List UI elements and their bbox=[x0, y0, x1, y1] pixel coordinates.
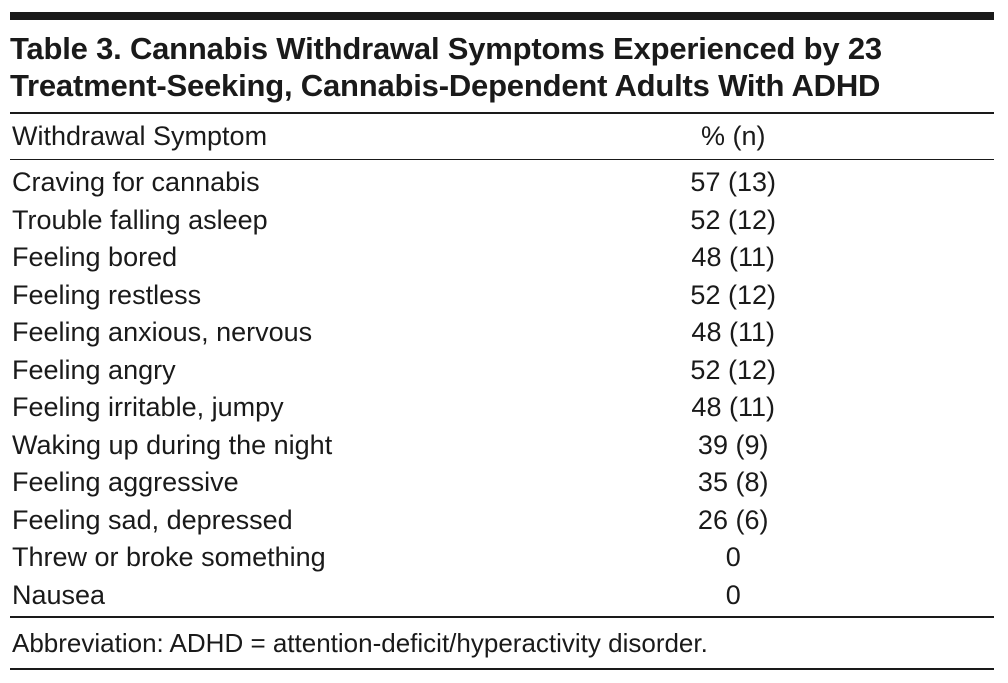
value-text: 0 bbox=[725, 542, 741, 573]
value-cell: 0 bbox=[651, 580, 994, 611]
table-figure: Table 3. Cannabis Withdrawal Symptoms Ex… bbox=[10, 12, 994, 670]
top-rule bbox=[10, 12, 994, 20]
value-cell: 0 bbox=[651, 542, 994, 573]
symptom-cell: Feeling aggressive bbox=[12, 467, 239, 498]
symptom-cell: Craving for cannabis bbox=[12, 167, 260, 198]
value-text: 35 (8) bbox=[697, 467, 769, 498]
title-rule bbox=[10, 112, 994, 114]
symptom-cell: Threw or broke something bbox=[12, 542, 326, 573]
table-row: Trouble falling asleep 52 (12) bbox=[10, 202, 994, 240]
value-text: 26 (6) bbox=[697, 504, 769, 535]
value-cell: 48 (11) bbox=[651, 242, 994, 273]
table-header-row: Withdrawal Symptom % (n) bbox=[10, 114, 994, 159]
symptom-cell: Feeling angry bbox=[12, 354, 176, 385]
value-text: 39 (9) bbox=[697, 429, 769, 460]
table-row: Feeling restless 52 (12) bbox=[10, 277, 994, 315]
table-row: Waking up during the night 39 (9) bbox=[10, 427, 994, 465]
value-cell: 57 (13) bbox=[651, 167, 994, 198]
value-text: 57 (13) bbox=[690, 167, 776, 198]
symptom-cell: Trouble falling asleep bbox=[12, 204, 268, 235]
value-text: 48 (11) bbox=[691, 392, 775, 423]
table-body: Craving for cannabis 57 (13) Trouble falli… bbox=[10, 160, 994, 616]
table-row: Feeling sad, depressed 26 (6) bbox=[10, 502, 994, 540]
value-cell: 52 (12) bbox=[651, 355, 994, 386]
symptom-cell: Feeling anxious, nervous bbox=[12, 317, 313, 348]
table-title: Table 3. Cannabis Withdrawal Symptoms Ex… bbox=[10, 30, 994, 104]
table-row: Feeling aggressive 35 (8) bbox=[10, 464, 994, 502]
table-row: Threw or broke something 0 bbox=[10, 539, 994, 577]
table-row: Feeling bored 48 (11) bbox=[10, 239, 994, 277]
value-cell: 52 (12) bbox=[651, 280, 994, 311]
header-rule bbox=[10, 159, 994, 160]
value-text: 0 bbox=[725, 579, 741, 610]
header-value-cell: % (n) bbox=[651, 121, 994, 152]
value-cell: 48 (11) bbox=[651, 317, 994, 348]
value-cell: 52 (12) bbox=[651, 205, 994, 236]
symptom-cell: Feeling bored bbox=[12, 242, 178, 273]
value-text: 52 (12) bbox=[690, 279, 776, 310]
table-row: Feeling angry 52 (12) bbox=[10, 352, 994, 390]
footnote-rule bbox=[10, 668, 994, 670]
value-text: 48 (11) bbox=[691, 242, 775, 273]
table-title-line-1: Table 3. Cannabis Withdrawal Symptoms Ex… bbox=[10, 31, 882, 66]
table-row: Craving for cannabis 57 (13) bbox=[10, 164, 994, 202]
table-title-line-2: Treatment-Seeking, Cannabis-Dependent Ad… bbox=[10, 68, 881, 103]
value-cell: 48 (11) bbox=[651, 392, 994, 423]
value-cell: 26 (6) bbox=[651, 505, 994, 536]
value-text: 52 (12) bbox=[690, 204, 776, 235]
symptom-cell: Feeling sad, depressed bbox=[12, 504, 293, 535]
header-value: % (n) bbox=[700, 121, 766, 151]
value-text: 48 (11) bbox=[691, 317, 775, 348]
symptom-cell: Feeling restless bbox=[12, 279, 202, 310]
table-row: Nausea 0 bbox=[10, 577, 994, 615]
table-row: Feeling anxious, nervous 48 (11) bbox=[10, 314, 994, 352]
value-cell: 35 (8) bbox=[651, 467, 994, 498]
symptom-cell: Nausea bbox=[12, 579, 106, 610]
header-symptom: Withdrawal Symptom bbox=[12, 121, 268, 151]
bottom-rule bbox=[10, 616, 994, 618]
symptom-cell: Waking up during the night bbox=[12, 429, 333, 460]
value-text: 52 (12) bbox=[690, 354, 776, 385]
value-cell: 39 (9) bbox=[651, 430, 994, 461]
symptom-cell: Feeling irritable, jumpy bbox=[12, 392, 284, 423]
table-row: Feeling irritable, jumpy 48 (11) bbox=[10, 389, 994, 427]
table-footnote: Abbreviation: ADHD = attention-deficit/h… bbox=[12, 627, 708, 658]
